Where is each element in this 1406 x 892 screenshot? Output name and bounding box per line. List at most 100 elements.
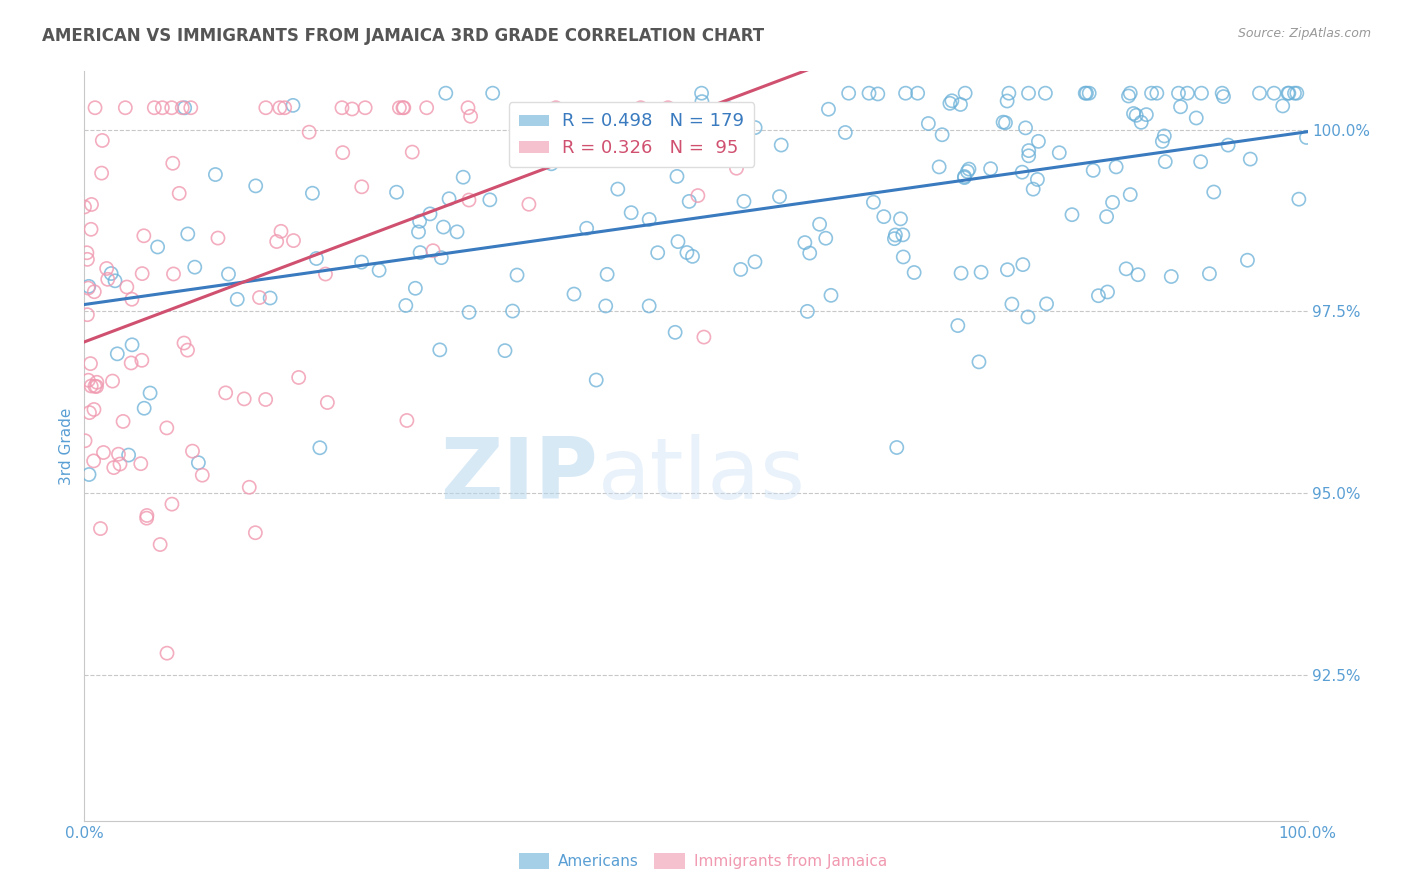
Point xyxy=(744,255,766,269)
Point xyxy=(1118,89,1140,103)
Point xyxy=(796,304,818,318)
Point xyxy=(173,101,195,115)
Point xyxy=(305,252,328,266)
Point xyxy=(1083,163,1105,178)
Point xyxy=(1278,86,1301,100)
Point xyxy=(437,192,460,206)
Point xyxy=(1078,86,1101,100)
Point xyxy=(76,245,98,260)
Point xyxy=(596,268,619,282)
Point xyxy=(997,262,1019,277)
Point xyxy=(808,217,831,231)
Point xyxy=(89,522,111,536)
Point xyxy=(1285,86,1308,100)
Point xyxy=(1189,154,1212,169)
Point xyxy=(1216,138,1239,153)
Point xyxy=(457,101,479,115)
Point xyxy=(177,227,200,241)
Legend: Americans, Immigrants from Jamaica: Americans, Immigrants from Jamaica xyxy=(512,847,894,875)
Point xyxy=(245,525,267,540)
Point xyxy=(1018,149,1040,163)
Point xyxy=(108,457,131,471)
Point xyxy=(638,212,661,227)
Point xyxy=(666,235,689,249)
Point xyxy=(368,263,391,277)
Point xyxy=(690,86,713,100)
Point xyxy=(408,214,430,228)
Point xyxy=(956,164,979,178)
Point xyxy=(266,235,288,249)
Point xyxy=(820,288,842,302)
Point xyxy=(91,133,114,147)
Point xyxy=(1115,261,1137,276)
Point xyxy=(395,413,418,427)
Point xyxy=(817,102,839,116)
Point xyxy=(404,281,426,295)
Point xyxy=(104,274,127,288)
Point xyxy=(1076,86,1098,100)
Point xyxy=(665,169,688,184)
Point xyxy=(953,169,976,184)
Y-axis label: 3rd Grade: 3rd Grade xyxy=(59,408,75,484)
Point xyxy=(950,266,973,280)
Point xyxy=(97,272,120,286)
Point xyxy=(79,406,101,420)
Point xyxy=(894,86,917,100)
Point xyxy=(117,448,139,462)
Point xyxy=(146,240,169,254)
Point xyxy=(1202,185,1225,199)
Point xyxy=(408,225,430,239)
Point xyxy=(946,318,969,333)
Point xyxy=(862,195,884,210)
Point xyxy=(458,305,481,319)
Point xyxy=(143,101,166,115)
Point xyxy=(494,343,516,358)
Point xyxy=(392,101,415,115)
Point xyxy=(1167,86,1189,100)
Point xyxy=(838,86,860,100)
Point xyxy=(1284,86,1306,100)
Point xyxy=(238,480,260,494)
Point xyxy=(1170,100,1192,114)
Point xyxy=(1026,172,1049,186)
Point xyxy=(1119,187,1142,202)
Point xyxy=(478,193,501,207)
Point xyxy=(172,101,194,115)
Point xyxy=(77,373,100,387)
Point xyxy=(1101,195,1123,210)
Point xyxy=(79,357,101,371)
Point xyxy=(1212,89,1234,103)
Point xyxy=(254,101,277,115)
Point xyxy=(907,86,929,100)
Point xyxy=(269,101,291,115)
Point xyxy=(96,261,118,276)
Point xyxy=(799,246,821,260)
Point xyxy=(330,101,353,115)
Point xyxy=(204,168,226,182)
Point xyxy=(162,267,184,281)
Point xyxy=(162,156,184,170)
Point xyxy=(187,456,209,470)
Point xyxy=(991,115,1014,129)
Point xyxy=(1095,210,1118,224)
Point xyxy=(314,267,336,281)
Point xyxy=(998,86,1021,100)
Point xyxy=(422,244,444,258)
Point xyxy=(73,200,96,214)
Point xyxy=(953,86,976,100)
Point xyxy=(1153,128,1175,143)
Point xyxy=(1011,258,1033,272)
Point xyxy=(949,97,972,112)
Point xyxy=(316,395,339,409)
Point xyxy=(678,194,700,209)
Point xyxy=(80,379,103,393)
Point xyxy=(630,101,652,115)
Point xyxy=(1263,86,1285,100)
Point xyxy=(1125,108,1147,122)
Point xyxy=(866,87,889,101)
Point xyxy=(226,293,249,307)
Point xyxy=(83,285,105,299)
Point xyxy=(83,454,105,468)
Point xyxy=(1028,134,1050,148)
Point xyxy=(173,336,195,351)
